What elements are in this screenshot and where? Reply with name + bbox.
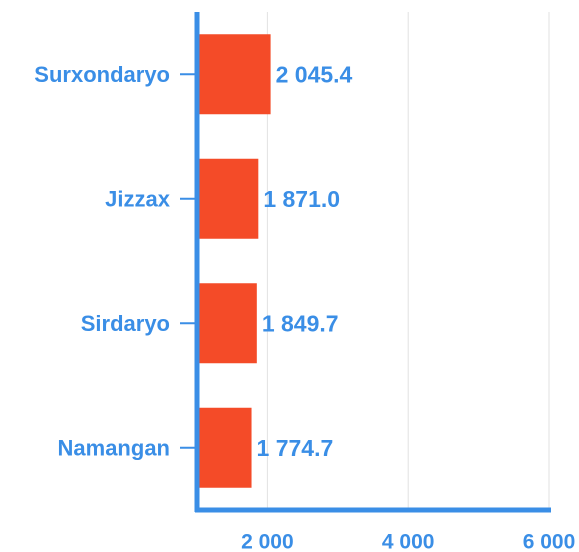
value-label: 1 871.0 — [263, 186, 340, 212]
bar — [197, 34, 271, 115]
y-tick-label: Sirdaryo — [81, 311, 170, 336]
bar — [197, 407, 252, 488]
y-tick-label: Namangan — [58, 436, 170, 461]
value-label: 1 849.7 — [262, 310, 339, 336]
x-tick-label: 6 000 — [523, 531, 576, 552]
x-tick-label: 4 000 — [382, 531, 435, 552]
bar — [197, 158, 259, 239]
x-tick-label: 2 000 — [241, 531, 294, 552]
y-tick-label: Jizzax — [105, 187, 171, 212]
bar — [197, 283, 257, 364]
y-tick-label: Surxondaryo — [34, 62, 170, 87]
value-label: 2 045.4 — [276, 61, 353, 87]
value-label: 1 774.7 — [257, 435, 334, 461]
